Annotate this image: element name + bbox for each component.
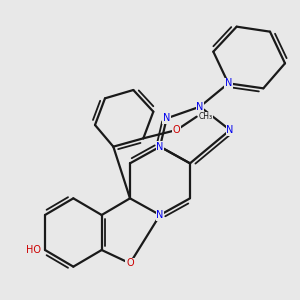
Text: O: O	[126, 258, 134, 268]
Text: N: N	[226, 125, 234, 135]
Text: CH₃: CH₃	[198, 112, 212, 121]
Text: HO: HO	[26, 245, 41, 255]
Text: O: O	[173, 125, 181, 135]
Text: N: N	[156, 210, 164, 220]
Text: N: N	[196, 102, 204, 112]
Text: N: N	[163, 113, 170, 123]
Text: N: N	[225, 78, 232, 88]
Text: N: N	[156, 142, 164, 152]
